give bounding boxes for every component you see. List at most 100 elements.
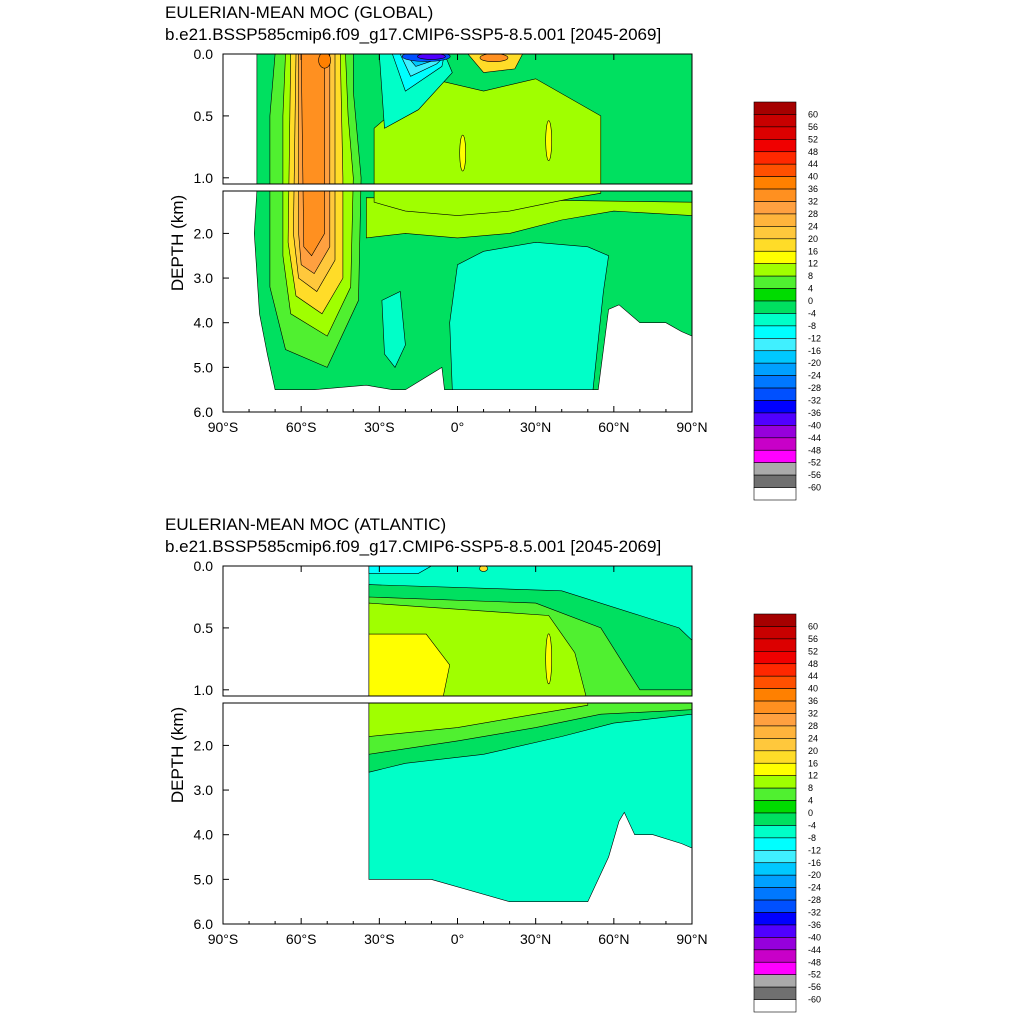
x-tick-label: 0° xyxy=(451,931,464,947)
x-tick-label: 0° xyxy=(451,419,464,435)
colorbar-label: 4 xyxy=(808,284,813,294)
colorbar-swatch xyxy=(753,288,797,302)
colorbar-label: -20 xyxy=(808,870,821,880)
colorbar-label: 20 xyxy=(808,234,818,244)
colorbar-label: -40 xyxy=(808,420,821,430)
colorbar-swatch xyxy=(753,738,797,752)
colorbar-swatch xyxy=(753,874,797,888)
colorbar-swatch xyxy=(753,850,797,864)
colorbar-swatch xyxy=(753,176,797,190)
colorbar-swatch xyxy=(753,974,797,988)
colorbar-swatch xyxy=(753,213,797,227)
colorbar-swatch xyxy=(753,425,797,439)
colorbar-label: 0 xyxy=(808,808,813,818)
colorbar-swatch xyxy=(753,387,797,401)
colorbar-swatch xyxy=(753,400,797,414)
colorbar-label: -56 xyxy=(808,982,821,992)
colorbar-swatch xyxy=(753,775,797,789)
chart-title: EULERIAN-MEAN MOC (ATLANTIC) xyxy=(165,515,447,534)
colorbar-label: 60 xyxy=(808,109,818,119)
y-tick-label: 5.0 xyxy=(194,871,214,887)
global-moc-plot: 90°S 60°S 30°S 0° 30°N 60°N 90°N 0.0 0.5 1.0 2.0 3.… xyxy=(168,46,821,501)
colorbar-swatch xyxy=(753,899,797,913)
filament-1 xyxy=(459,134,467,172)
colorbar-label: 56 xyxy=(808,634,818,644)
colorbar-swatch xyxy=(753,626,797,640)
colorbar-label: 48 xyxy=(808,659,818,669)
colorbar-label: -24 xyxy=(808,883,821,893)
tropic-min xyxy=(417,54,446,60)
region-upper-8 xyxy=(373,78,602,216)
colorbar-label: -40 xyxy=(808,932,821,942)
colorbar-label: -36 xyxy=(808,920,821,930)
colorbar-swatch xyxy=(753,837,797,851)
colorbar-label: 36 xyxy=(808,184,818,194)
colorbar-swatch xyxy=(753,437,797,451)
colorbar: 60565248444036322824201612840-4-8-12-16-… xyxy=(753,613,821,1013)
colorbar-swatch xyxy=(753,250,797,264)
y-tick-label: 4.0 xyxy=(194,827,214,843)
colorbar-swatch xyxy=(753,462,797,476)
y-tick-label: 5.0 xyxy=(194,359,214,375)
x-tick-label: 60°S xyxy=(286,419,317,435)
y-axis-label: DEPTH (km) xyxy=(168,195,187,291)
axes: 90°S 60°S 30°S 0° 30°N 60°N 90°N 0.0 0.5 1.0 2.0 3.… xyxy=(168,46,708,435)
colorbar-swatch xyxy=(753,750,797,764)
colorbar-label: -28 xyxy=(808,383,821,393)
colorbar-label: -28 xyxy=(808,895,821,905)
colorbar-label: 44 xyxy=(808,671,818,681)
colorbar-label: -16 xyxy=(808,858,821,868)
y-tick-label: 3.0 xyxy=(194,782,214,798)
colorbar-label: -24 xyxy=(808,371,821,381)
colorbar-swatch xyxy=(753,812,797,826)
colorbar-label: -44 xyxy=(808,945,821,955)
contour-fill xyxy=(368,566,692,903)
colorbar-swatch xyxy=(753,986,797,1000)
colorbar-label: -32 xyxy=(808,908,821,918)
colorbar-label: -56 xyxy=(808,470,821,480)
colorbar-swatch xyxy=(753,663,797,677)
colorbar-swatch xyxy=(753,688,797,702)
colorbar-label: 8 xyxy=(808,783,813,793)
colorbar-label: 40 xyxy=(808,172,818,182)
colorbar-swatch xyxy=(753,338,797,352)
y-tick-label: 0.0 xyxy=(194,558,214,574)
colorbar-swatch xyxy=(753,126,797,140)
colorbar-swatch xyxy=(753,912,797,926)
x-tick-label: 90°S xyxy=(208,931,239,947)
colorbar-swatch xyxy=(753,300,797,314)
colorbar-label: -32 xyxy=(808,396,821,406)
x-tick-label: 90°S xyxy=(208,419,239,435)
plot-area xyxy=(368,566,692,903)
colorbar-swatch xyxy=(753,313,797,327)
colorbar-swatch xyxy=(753,139,797,153)
y-tick-label: 0.0 xyxy=(194,46,214,62)
colorbar-swatch xyxy=(753,787,797,801)
colorbar-label: 32 xyxy=(808,197,818,207)
x-tick-label: 60°N xyxy=(598,419,629,435)
atlantic-moc-panel: EULERIAN-MEAN MOC (ATLANTIC) b.e21.BSSP5… xyxy=(0,512,1024,1024)
colorbar-swatch xyxy=(753,487,797,501)
colorbar-swatch xyxy=(753,999,797,1013)
colorbar-label: -16 xyxy=(808,346,821,356)
colorbar-swatch xyxy=(753,613,797,627)
axes: 90°S 60°S 30°S 0° 30°N 60°N 90°N 0.0 0.5 1.0 2.0 3.… xyxy=(168,558,708,947)
colorbar-label: 0 xyxy=(808,296,813,306)
colorbar-label: -60 xyxy=(808,995,821,1005)
colorbar-label: 56 xyxy=(808,122,818,132)
colorbar-label: -12 xyxy=(808,333,821,343)
y-tick-label: 2.0 xyxy=(194,737,214,753)
region-abyssal-minus-south xyxy=(381,291,406,368)
region-amoc-12 xyxy=(368,633,451,704)
colorbar-label: 36 xyxy=(808,696,818,706)
x-tick-label: 30°N xyxy=(520,419,551,435)
y-tick-label: 0.5 xyxy=(194,620,214,636)
colorbar-swatch xyxy=(753,263,797,277)
chart-subtitle: b.e21.BSSP585cmip6.f09_g17.CMIP6-SSP5-8.… xyxy=(165,25,662,44)
colorbar-swatch xyxy=(753,375,797,389)
colorbar-swatch xyxy=(753,275,797,289)
colorbar-label: 52 xyxy=(808,134,818,144)
y-tick-label: 6.0 xyxy=(194,404,214,420)
colorbar-label: 24 xyxy=(808,221,818,231)
colorbar-swatch xyxy=(753,937,797,951)
